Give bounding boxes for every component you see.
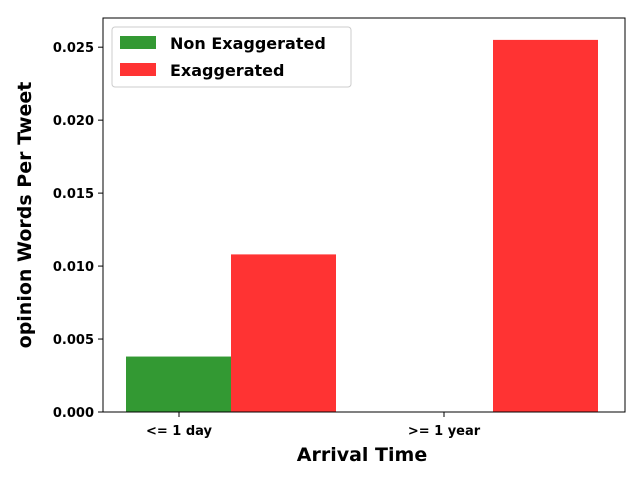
legend: Non Exaggerated Exaggerated <box>111 26 352 88</box>
plot-frame <box>102 17 626 413</box>
x-tick-label: <= 1 day <box>146 424 213 439</box>
y-tick-label: 0.000 <box>53 406 94 421</box>
bar-non-exaggerated-0 <box>126 356 231 412</box>
legend-box <box>111 26 352 88</box>
y-tick-label: 0.010 <box>53 260 94 275</box>
x-tick-label: >= 1 year <box>408 424 481 439</box>
legend-label-exaggerated: Exaggerated <box>170 61 284 80</box>
y-tick-label: 0.025 <box>53 41 94 56</box>
legend-swatch-exaggerated <box>120 63 156 76</box>
bars-layer <box>126 39 598 413</box>
y-tick-label: 0.020 <box>53 114 94 129</box>
bar-exaggerated-0 <box>231 254 336 412</box>
bar-exaggerated-1 <box>493 39 598 413</box>
y-tick-label: 0.015 <box>53 187 94 202</box>
legend-swatch-non-exaggerated <box>120 36 156 49</box>
x-axis-ticks: <= 1 day >= 1 year <box>146 412 481 439</box>
y-axis-ticks: 0.000 0.005 0.010 0.015 0.020 0.025 <box>53 41 103 421</box>
y-axis-label: opinion Words Per Tweet <box>14 82 36 349</box>
y-tick-label: 0.005 <box>53 333 94 348</box>
legend-label-non-exaggerated: Non Exaggerated <box>170 34 326 53</box>
x-axis-label: Arrival Time <box>297 444 427 466</box>
